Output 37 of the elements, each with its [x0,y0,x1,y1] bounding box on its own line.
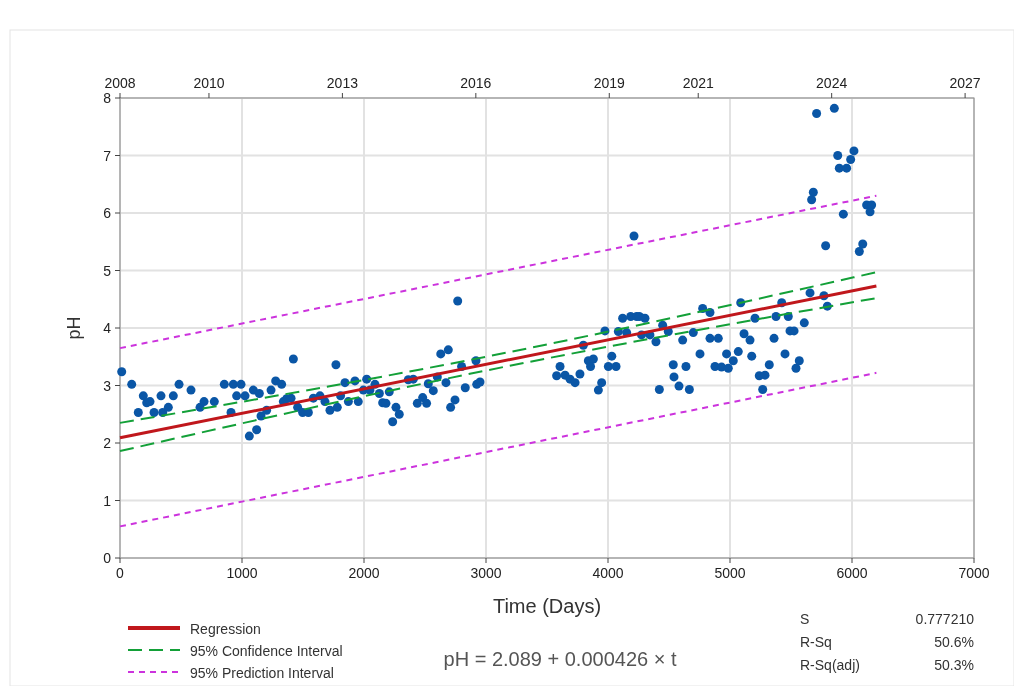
x-tick-label: 6000 [836,565,868,581]
x-tick-label: 4000 [592,565,624,581]
x-tick-label: 7000 [958,565,990,581]
x2-tick-label: 2008 [104,75,136,91]
x-tick-label: 3000 [470,565,502,581]
x-tick-label: 1000 [226,565,258,581]
y-tick-label: 7 [103,147,112,164]
x2-tick-label: 2019 [593,75,626,91]
x-axis-title: Time (Days) [492,595,602,617]
x-tick-label: 2000 [348,565,380,581]
text: pH = 2.089 + 0.000426 × t [443,648,677,670]
x2-tick-label: 2016 [460,75,492,91]
x2-tick-label: 2024 [816,75,848,91]
legend-label: Regression [190,621,261,637]
x2-tick-label: 2013 [326,75,359,91]
legend-label: 95% Confidence Interval [190,643,343,659]
text: R-Sq(adj) [800,657,860,673]
y-tick-label: 5 [103,262,112,279]
y-axis-title: pH [64,316,84,340]
y-tick-label: 1 [103,492,112,509]
y-tick-label: 0 [103,550,112,566]
y-tick-label: 8 [103,90,112,106]
text: S [800,611,810,627]
x-tick-label: 0 [116,565,125,581]
legend-label: 95% Prediction Interval [190,665,334,681]
y-tick-label: 4 [103,320,112,336]
x2-tick-label: 2021 [682,75,715,91]
x2-tick-label: 2027 [949,75,981,91]
y-tick-label: 2 [103,435,112,451]
text: 50.6% [934,634,974,650]
y-tick-label: 3 [103,377,112,394]
text: R-Sq [800,634,832,650]
y-tick-label: 6 [103,205,112,221]
text: 50.3% [934,657,974,673]
text: 0.777210 [915,611,975,627]
x2-tick-label: 2010 [193,75,225,91]
x-tick-label: 5000 [714,565,746,581]
